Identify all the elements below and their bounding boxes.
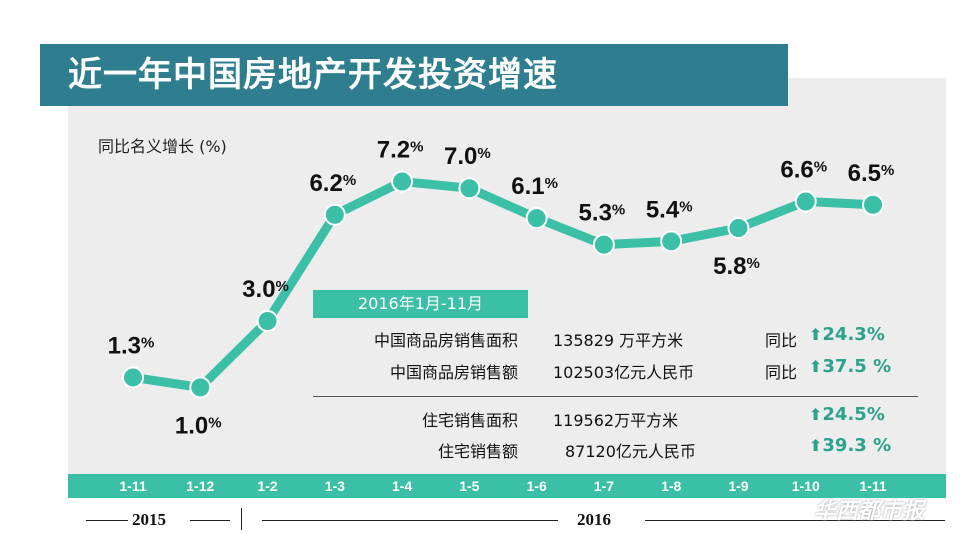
info-value: 87120亿元人民币 (565, 442, 696, 461)
data-label: 1.3% (108, 332, 155, 359)
change-value: 24.3% (822, 324, 885, 345)
series-line (128, 177, 878, 392)
x-tick-label: 1-6 (527, 478, 547, 494)
data-label: 1.0% (175, 412, 222, 439)
year-separator (241, 508, 242, 530)
x-tick-label: 1-11 (859, 478, 886, 494)
data-point (794, 190, 817, 213)
info-change: ⬆24.3% (809, 324, 885, 345)
info-change: ⬆24.5% (809, 404, 885, 425)
year-label-2015: 2015 (132, 510, 166, 529)
x-tick-label: 1-2 (257, 478, 277, 494)
change-value: 37.5 % (822, 356, 892, 377)
data-label: 5.3% (579, 200, 626, 227)
data-point (592, 233, 615, 256)
data-point (660, 230, 683, 253)
divider (313, 396, 918, 397)
data-point (189, 376, 212, 399)
change-value: 39.3 % (822, 435, 892, 456)
data-point (323, 203, 346, 226)
x-tick-label: 1-3 (325, 478, 345, 494)
info-compare: 同比 (765, 363, 798, 382)
year-label-2016: 2016 (577, 510, 611, 529)
year-line (645, 520, 945, 521)
data-point (458, 177, 481, 200)
up-arrow-icon: ⬆ (809, 405, 823, 424)
data-label: 6.1% (511, 173, 558, 200)
up-arrow-icon: ⬆ (809, 325, 823, 344)
data-label: 5.4% (646, 196, 693, 223)
info-change: ⬆39.3 % (809, 435, 891, 456)
up-arrow-icon: ⬆ (809, 436, 823, 455)
x-tick-label: 1-4 (392, 478, 412, 494)
chart-title: 近一年中国房地产开发投资增速 (40, 44, 788, 106)
watermark: 华西都市报 (814, 499, 925, 524)
info-item: 中国商品房销售面积 (373, 331, 518, 350)
info-value: 102503亿元人民币 (553, 363, 695, 382)
x-tick-label: 1-8 (661, 478, 681, 494)
y-axis-label: 同比名义增长 (%) (98, 137, 227, 156)
data-label: 5.8% (713, 253, 760, 280)
data-label: 3.0% (242, 276, 289, 303)
x-tick-label: 1-11 (119, 478, 146, 494)
info-item: 住宅销售面积 (421, 411, 518, 430)
data-label: 6.6% (780, 156, 827, 183)
x-tick-label: 1-5 (459, 478, 479, 494)
data-point (256, 310, 279, 332)
info-value: 119562万平方米 (553, 411, 679, 430)
data-label: 7.0% (444, 143, 491, 170)
x-tick-label: 1-12 (186, 478, 214, 494)
x-tick-label: 1-10 (792, 478, 820, 494)
chart-frame (68, 78, 946, 498)
data-point (862, 193, 884, 216)
x-tick-label: 1-9 (728, 478, 748, 494)
data-point (391, 170, 414, 193)
year-line (86, 520, 128, 521)
info-item: 住宅销售额 (437, 442, 518, 461)
data-label: 6.5% (848, 160, 895, 187)
x-tick-label: 1-7 (594, 478, 614, 494)
data-label: 7.2% (377, 137, 424, 164)
info-compare: 同比 (765, 331, 798, 350)
data-point (727, 217, 750, 240)
year-line (262, 520, 558, 521)
x-axis-bar (68, 474, 946, 498)
change-value: 24.5% (822, 404, 885, 425)
info-header: 2016年1月-11月 (313, 290, 528, 318)
info-change: ⬆37.5 % (809, 356, 891, 377)
year-line (190, 520, 230, 521)
data-label: 6.2% (309, 170, 356, 197)
info-item: 中国商品房销售额 (389, 363, 518, 382)
data-point (525, 207, 548, 230)
data-point (122, 366, 144, 389)
up-arrow-icon: ⬆ (809, 357, 823, 376)
info-value: 135829 万平方米 (553, 331, 684, 350)
